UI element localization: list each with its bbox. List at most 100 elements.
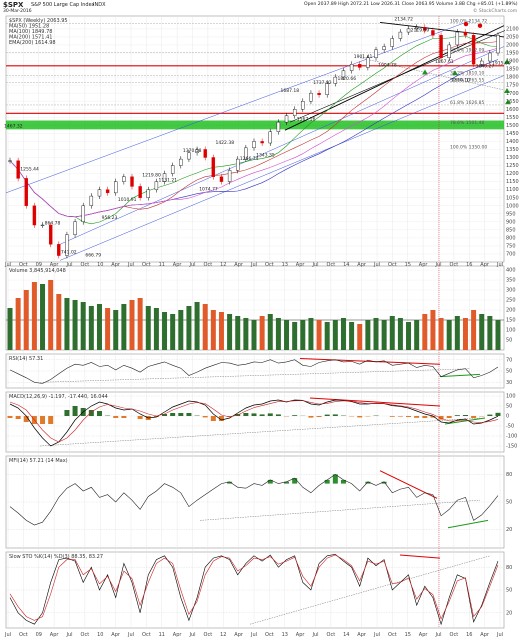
x-tick-label-main: Apr — [111, 262, 121, 268]
price-bar-body — [114, 181, 118, 194]
price-tick-label: 1950 — [506, 51, 519, 57]
price-tick-label: 900 — [506, 219, 516, 225]
chart-date: 30-Mar-2016 — [3, 9, 32, 14]
rsi-support-line — [439, 373, 481, 378]
red-marker-icon — [477, 23, 483, 28]
x-tick-label-main: Oct — [19, 262, 28, 268]
price-bar-body — [211, 157, 216, 177]
volume-bar — [105, 308, 111, 350]
volume-bar — [454, 316, 460, 350]
green-arrow-icon — [504, 59, 510, 65]
price-bar-body — [32, 205, 37, 226]
volume-bar — [324, 322, 330, 350]
fib-level-label: 50.0% 1765.55 — [450, 78, 484, 84]
price-bar-body — [236, 158, 240, 171]
macd-tick-label: -100 — [506, 434, 517, 440]
x-tick-label-bottom: Apr — [173, 632, 183, 638]
stoch-tick-label: 20 — [506, 610, 512, 616]
price-annotation: 1422.38 — [215, 140, 234, 146]
price-bar-body — [317, 92, 321, 95]
price-bar-body — [97, 189, 102, 197]
stoch-divergence-line — [399, 554, 441, 559]
x-tick-label-bottom: Oct — [142, 632, 151, 638]
macd-tick-label: 50 — [506, 404, 512, 410]
price-bar-body — [16, 160, 20, 179]
price-annotation: 1219.80 — [142, 172, 161, 178]
price-bar-body — [48, 224, 53, 245]
x-tick-label-main: 13 — [282, 262, 288, 268]
price-bar-body — [57, 244, 61, 256]
price-bar-body — [130, 176, 134, 187]
price-stats: Open 2037.89 High 2072.21 Low 2026.31 Cl… — [304, 2, 518, 7]
x-tick-label-main: 10 — [97, 262, 103, 268]
price-annotation: 1810.10 — [451, 77, 470, 83]
price-bar-body — [333, 76, 338, 84]
volume-bar — [389, 316, 395, 350]
mfi-tick-label: 80 — [506, 472, 512, 478]
volume-bar — [308, 318, 314, 350]
volume-bar — [430, 310, 436, 350]
rsi-line — [9, 359, 499, 384]
price-bar-body — [341, 70, 346, 78]
x-tick-label-bottom: Apr — [50, 632, 60, 638]
volume-tick-label: 300 — [506, 288, 516, 294]
price-tick-label: 1600 — [506, 107, 519, 113]
macd-histogram-bar — [210, 416, 216, 421]
x-tick-label-main: Jul — [188, 262, 195, 268]
price-bar-body — [349, 64, 354, 71]
price-tick-label: 750 — [506, 244, 516, 250]
x-tick-label-bottom: Oct — [388, 632, 397, 638]
price-bar-body — [292, 109, 297, 116]
x-tick-label-main: Jul — [496, 262, 503, 268]
x-tick-label-bottom: Apr — [234, 632, 244, 638]
price-bar-body — [252, 141, 256, 149]
fib-level-label: 23.6% 1952.09 — [450, 48, 484, 54]
macd-histogram-bar — [438, 416, 444, 420]
fib-level-label: 38.2% 1810.10 — [450, 70, 484, 76]
mfi-overbought-fill — [381, 481, 387, 484]
macd-histogram-bar — [324, 414, 330, 416]
price-annotation: 1010.91 — [118, 197, 137, 203]
x-tick-label-main: 16 — [466, 262, 472, 268]
price-bar-body — [439, 35, 443, 59]
channel-lower — [59, 75, 505, 261]
volume-bar — [15, 298, 21, 350]
price-bar-body — [227, 170, 232, 182]
mfi-tick-label: 20 — [506, 527, 512, 533]
macd-tick-label: -150 — [506, 444, 517, 450]
volume-bar — [479, 314, 485, 350]
price-bar-body — [309, 92, 313, 102]
price-annotation: 2119.59 — [411, 28, 430, 34]
price-tick-label: 1650 — [506, 99, 519, 105]
price-tick-label: 1300 — [506, 155, 519, 161]
macd-histogram-bar — [72, 406, 78, 416]
x-tick-label-main: Jul — [311, 262, 318, 268]
x-tick-label-main: Oct — [265, 262, 274, 268]
volume-tick-label: 350 — [506, 278, 516, 284]
trendlines-and-channels — [5, 16, 511, 628]
x-tick-label-main: 09 — [36, 262, 42, 268]
price-annotation: 1343.35 — [256, 153, 275, 159]
main-legend-entry: MA(200) 1571.41 — [9, 35, 52, 41]
macd-histogram-bar — [406, 416, 412, 417]
x-tick-label-main: Jul — [434, 262, 441, 268]
price-bar-body — [284, 115, 289, 123]
price-tick-label: 1500 — [506, 123, 519, 129]
macd-tick-label: -50 — [506, 424, 514, 430]
volume-bar — [88, 306, 94, 350]
rsi-tick-label: 30 — [506, 380, 512, 386]
price-bar-body — [423, 27, 427, 31]
macd-histogram-bar — [96, 411, 102, 416]
volume-bar — [462, 318, 468, 350]
price-bar-body — [73, 221, 77, 235]
mfi-overbought-fill — [324, 479, 330, 484]
x-tick-label-bottom: 11 — [159, 632, 165, 638]
mfi-overbought-fill — [267, 479, 273, 484]
volume-bar — [202, 304, 208, 350]
price-tick-label: 1900 — [506, 59, 519, 65]
macd-histogram-bar — [7, 416, 13, 418]
price-annotation: 1467.32 — [4, 124, 23, 130]
volume-bar — [487, 316, 493, 350]
price-bar-body — [219, 176, 224, 182]
price-bar-body — [496, 35, 500, 54]
